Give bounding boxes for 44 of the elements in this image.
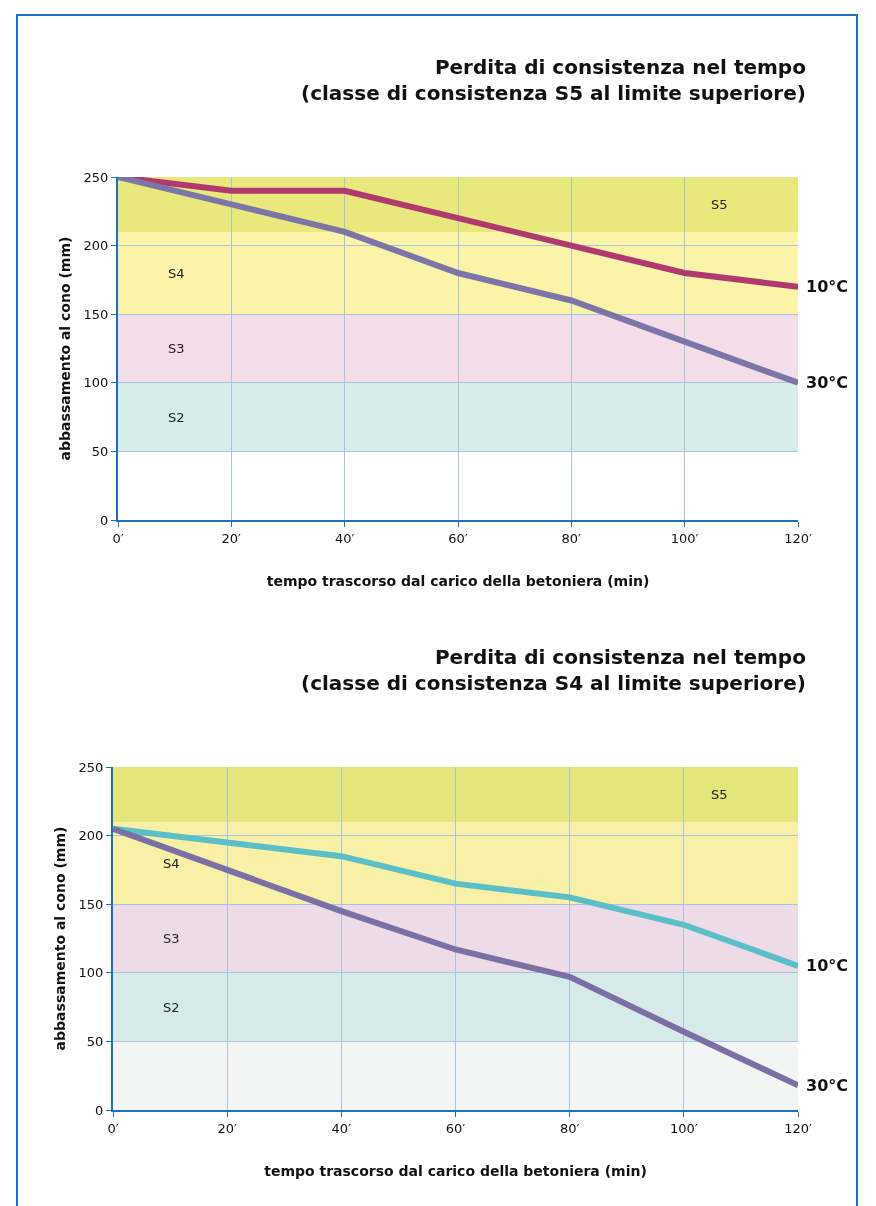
band-label: S2	[163, 1000, 180, 1015]
band-label: S4	[163, 856, 180, 871]
y-axis-title: abbassamento al cono (mm)	[56, 236, 73, 461]
x-tick-label: 80′	[561, 530, 582, 546]
x-axis-title: tempo trascorso dal carico della betoniera (min)	[266, 573, 650, 590]
y-tick-label: 0	[100, 512, 109, 528]
x-tick-label: 0′	[107, 1120, 119, 1136]
x-tick-label: 120′	[784, 1120, 812, 1136]
y-tick-label: 200	[83, 238, 109, 254]
series-label: 30°C	[806, 1076, 849, 1095]
band-label: S5	[711, 197, 728, 212]
band-label: S5	[711, 787, 728, 802]
y-tick-label: 150	[83, 306, 109, 322]
series-label: 10°C	[806, 956, 849, 975]
band-label: S2	[168, 410, 185, 425]
x-tick-label: 40′	[331, 1120, 352, 1136]
y-tick-label: 250	[83, 169, 109, 185]
y-tick-label: 100	[83, 375, 109, 391]
x-tick-label: 20′	[221, 530, 242, 546]
x-tick-label: 120′	[784, 530, 812, 546]
x-tick-label: 20′	[217, 1120, 237, 1136]
y-tick-label: 200	[78, 828, 104, 844]
x-tick-label: 80′	[559, 1120, 580, 1136]
y-tick-label: 50	[86, 1033, 104, 1049]
x-tick-label: 40′	[334, 530, 355, 546]
y-tick-label: 100	[78, 965, 104, 981]
chart-title: Perdita di consistenza nel tempo (classe di consistenza S4 al limite superiore)	[301, 645, 806, 695]
x-tick-label: 60′	[448, 530, 468, 546]
x-tick-label: 0′	[112, 530, 124, 546]
y-tick-label: 50	[91, 443, 109, 459]
x-tick-label: 100′	[669, 1120, 698, 1136]
band-label: S3	[163, 931, 180, 946]
chart-title: Perdita di consistenza nel tempo (classe di consistenza S5 al limite superiore)	[301, 55, 806, 105]
y-tick-label: 250	[78, 759, 104, 775]
series-label: 30°C	[806, 373, 849, 392]
x-tick-label: 60′	[445, 1120, 466, 1136]
y-axis-title: abbassamento al cono (mm)	[51, 826, 68, 1051]
x-tick-label: 100′	[670, 530, 699, 546]
series-label: 10°C	[806, 277, 849, 296]
y-tick-label: 0	[95, 1102, 104, 1118]
y-tick-label: 150	[78, 896, 104, 912]
band-label: S3	[168, 341, 185, 356]
x-axis-title: tempo trascorso dal carico della betoniera (min)	[264, 1163, 647, 1180]
band-label: S4	[168, 266, 185, 281]
